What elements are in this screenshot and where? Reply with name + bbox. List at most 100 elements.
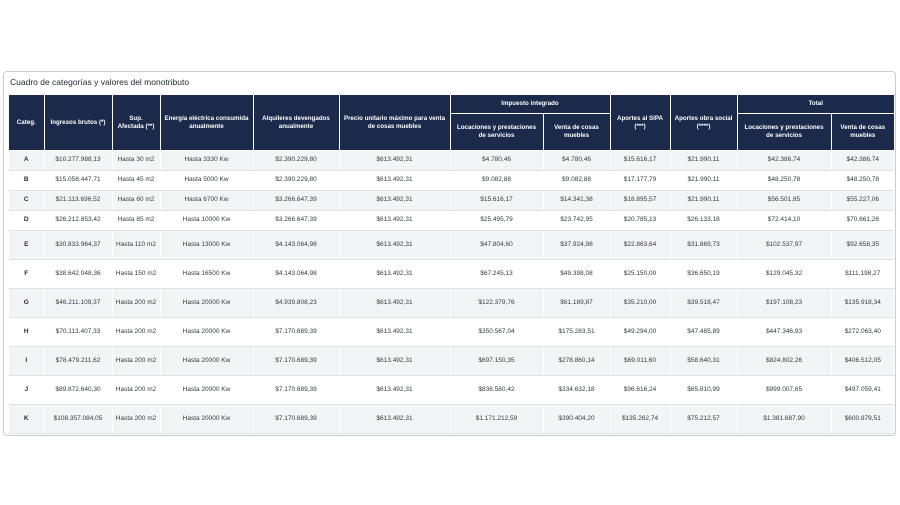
cell-alquileres: $7.170.689,39: [253, 317, 340, 347]
header-alquileres: Alquileres devengados anualmente: [253, 95, 340, 151]
cell-imp-venta: $175.283,51: [543, 317, 611, 347]
cell-precio: $613.492,31: [339, 317, 451, 347]
cell-sup: Hasta 30 m2: [112, 150, 161, 171]
cell-alquileres: $3.266.647,39: [253, 190, 340, 211]
cell-categ: I: [9, 346, 45, 376]
table-row: H $70.113.407,33 Hasta 200 m2 Hasta 2000…: [9, 317, 895, 347]
cell-obra-social: $75.212,57: [670, 404, 738, 434]
cell-total-venta: $92.658,35: [831, 230, 895, 260]
cell-imp-locaciones: $25.495,79: [450, 210, 544, 231]
cell-obra-social: $36.650,19: [670, 259, 738, 289]
table-row: I $78.479.211,62 Hasta 200 m2 Hasta 2000…: [9, 346, 895, 376]
cell-total-locaciones: $72.414,10: [737, 210, 832, 231]
header-total-group: Total: [737, 95, 895, 114]
cell-energia: Hasta 20000 Kw: [160, 346, 254, 376]
header-impuesto-venta: Venta de cosas muebles: [543, 113, 611, 151]
cell-total-locaciones: $1.381.687,90: [737, 404, 832, 434]
cell-sipa: $35.210,00: [610, 288, 671, 318]
table-row: F $38.642.048,36 Hasta 150 m2 Hasta 1650…: [9, 259, 895, 289]
cell-ingresos: $46.211.109,37: [44, 288, 113, 318]
cell-precio: $613.492,31: [339, 170, 451, 191]
header-impuesto-locaciones: Locaciones y prestaciones de servicios: [450, 113, 544, 151]
cell-sup: Hasta 200 m2: [112, 375, 161, 405]
cell-sup: Hasta 200 m2: [112, 346, 161, 376]
cell-precio: $613.492,31: [339, 288, 451, 318]
categories-table: Categ. Ingresos brutos (*) Sup. Afectada…: [9, 95, 895, 434]
header-sup: Sup. Afectada (**): [112, 95, 161, 151]
cell-alquileres: $4.939.808,23: [253, 288, 340, 318]
cell-obra-social: $26.133,18: [670, 210, 738, 231]
cell-energia: Hasta 16500 Kw: [160, 259, 254, 289]
monotributo-card: Cuadro de categorías y valores del monot…: [3, 71, 896, 436]
cell-obra-social: $21.990,11: [670, 190, 738, 211]
cell-total-venta: $497.059,41: [831, 375, 895, 405]
table-body: A $10.277.988,13 Hasta 30 m2 Hasta 3330 …: [9, 150, 895, 434]
cell-imp-venta: $37.924,98: [543, 230, 611, 260]
cell-alquileres: $7.170.689,39: [253, 346, 340, 376]
header-obra-social: Aportes obra social (****): [670, 95, 738, 151]
cell-sup: Hasta 110 m2: [112, 230, 161, 260]
cell-imp-venta: $61.189,87: [543, 288, 611, 318]
cell-obra-social: $47.485,89: [670, 317, 738, 347]
cell-alquileres: $3.266.647,39: [253, 210, 340, 231]
cell-ingresos: $89.872.640,30: [44, 375, 113, 405]
cell-total-venta: $406.512,05: [831, 346, 895, 376]
cell-ingresos: $21.113.696,52: [44, 190, 113, 211]
cell-energia: Hasta 20000 Kw: [160, 375, 254, 405]
table-header: Categ. Ingresos brutos (*) Sup. Afectada…: [9, 95, 895, 151]
cell-imp-venta: $4.780,46: [543, 150, 611, 171]
table-row: B $15.058.447,71 Hasta 45 m2 Hasta 5000 …: [9, 170, 895, 191]
cell-sup: Hasta 200 m2: [112, 317, 161, 347]
cell-sup: Hasta 45 m2: [112, 170, 161, 191]
cell-total-locaciones: $42.386,74: [737, 150, 832, 171]
cell-sipa: $17.177,79: [610, 170, 671, 191]
cell-precio: $613.492,31: [339, 375, 451, 405]
cell-sup: Hasta 200 m2: [112, 404, 161, 434]
cell-categ: G: [9, 288, 45, 318]
cell-imp-venta: $49.398,08: [543, 259, 611, 289]
cell-total-venta: $600.879,51: [831, 404, 895, 434]
header-precio: Precio unitario máximo para venta de cos…: [339, 95, 451, 151]
cell-imp-locaciones: $350.567,04: [450, 317, 544, 347]
cell-sipa: $22.863,64: [610, 230, 671, 260]
cell-total-locaciones: $129.045,32: [737, 259, 832, 289]
cell-alquileres: $4.143.064,98: [253, 259, 340, 289]
cell-ingresos: $70.113.407,33: [44, 317, 113, 347]
cell-obra-social: $21.990,11: [670, 170, 738, 191]
cell-energia: Hasta 6700 Kw: [160, 190, 254, 211]
table-row: G $46.211.109,37 Hasta 200 m2 Hasta 2000…: [9, 288, 895, 318]
cell-imp-locaciones: $1.171.212,59: [450, 404, 544, 434]
cell-sipa: $18.895,57: [610, 190, 671, 211]
cell-ingresos: $38.642.048,36: [44, 259, 113, 289]
cell-total-locaciones: $824.802,26: [737, 346, 832, 376]
cell-ingresos: $26.212.853,42: [44, 210, 113, 231]
header-total-venta: Venta de cosas muebles: [831, 113, 895, 151]
cell-sup: Hasta 85 m2: [112, 210, 161, 231]
cell-imp-locaciones: $697.150,35: [450, 346, 544, 376]
cell-alquileres: $2.390.229,80: [253, 150, 340, 171]
cell-precio: $613.492,31: [339, 404, 451, 434]
cell-categ: J: [9, 375, 45, 405]
cell-total-venta: $42.386,74: [831, 150, 895, 171]
cell-obra-social: $21.990,11: [670, 150, 738, 171]
cell-imp-venta: $9.082,88: [543, 170, 611, 191]
cell-sipa: $25.150,00: [610, 259, 671, 289]
cell-categ: C: [9, 190, 45, 211]
cell-total-venta: $48.250,78: [831, 170, 895, 191]
cell-sipa: $135.262,74: [610, 404, 671, 434]
cell-categ: H: [9, 317, 45, 347]
cell-total-locaciones: $447.346,93: [737, 317, 832, 347]
cell-imp-locaciones: $67.245,13: [450, 259, 544, 289]
header-energia: Energía eléctrica consumida anualmente: [160, 95, 254, 151]
cell-obra-social: $31.869,73: [670, 230, 738, 260]
cell-imp-venta: $390.404,20: [543, 404, 611, 434]
cell-imp-locaciones: $15.616,17: [450, 190, 544, 211]
cell-precio: $613.492,31: [339, 210, 451, 231]
table-row: E $30.833.964,37 Hasta 110 m2 Hasta 1300…: [9, 230, 895, 260]
cell-sipa: $69.011,60: [610, 346, 671, 376]
cell-energia: Hasta 5000 Kw: [160, 170, 254, 191]
cell-alquileres: $7.170.689,39: [253, 404, 340, 434]
cell-ingresos: $30.833.964,37: [44, 230, 113, 260]
cell-total-locaciones: $999.007,65: [737, 375, 832, 405]
cell-total-locaciones: $102.537,97: [737, 230, 832, 260]
